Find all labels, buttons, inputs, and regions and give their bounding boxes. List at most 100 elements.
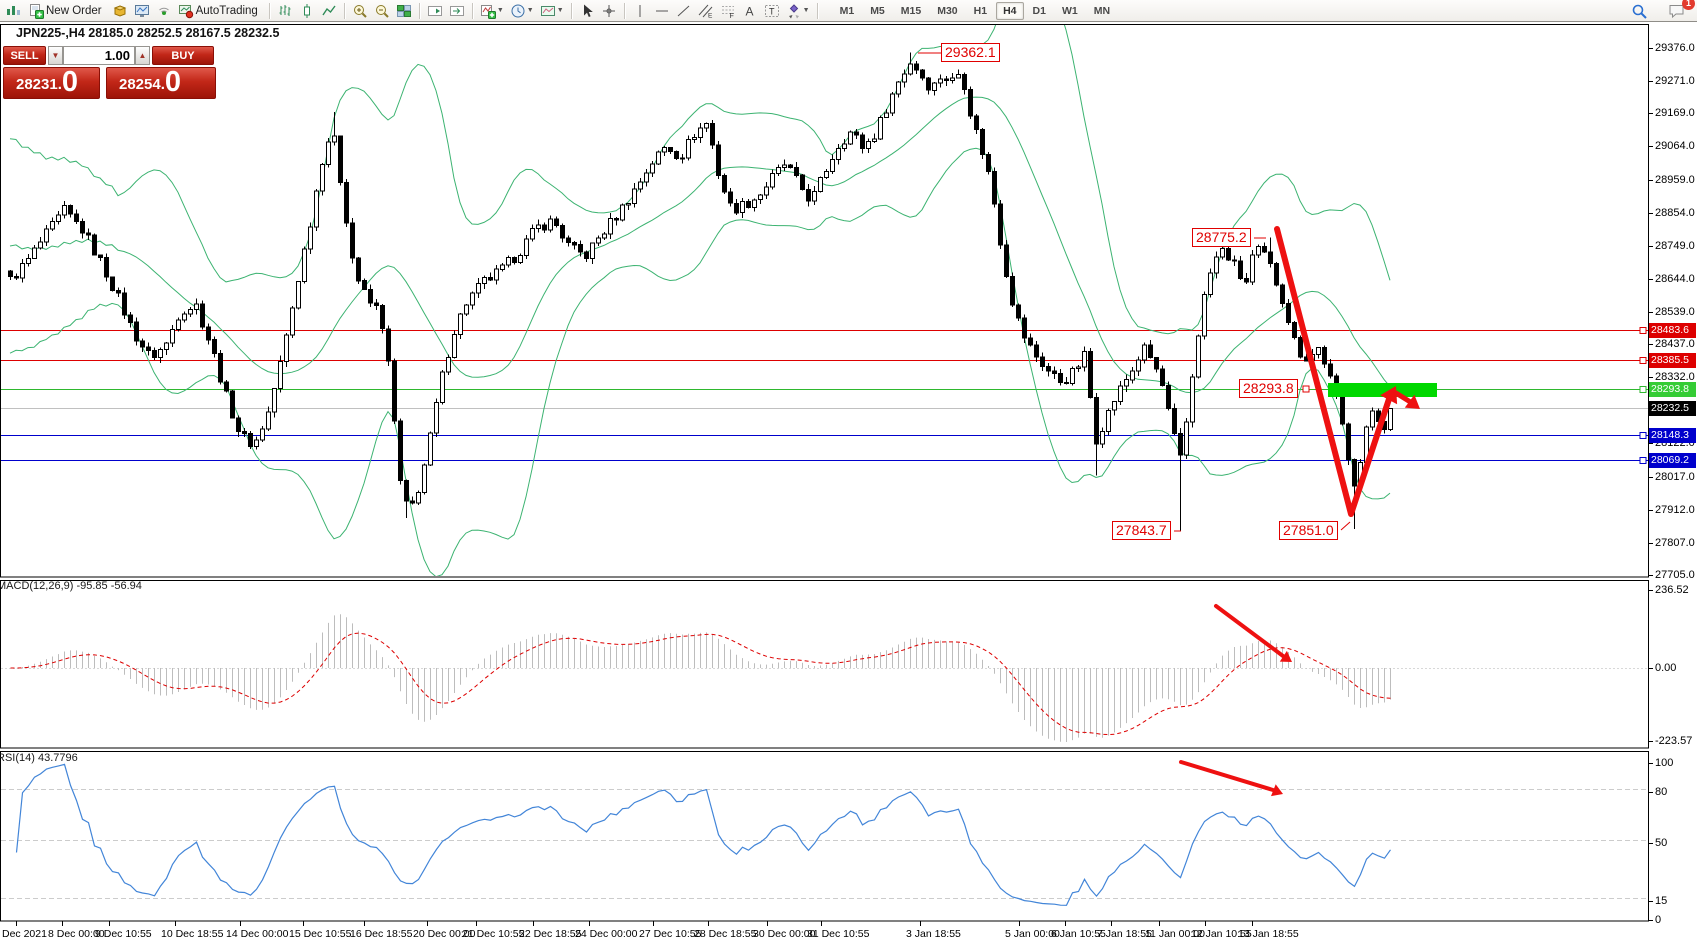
search-icon[interactable] <box>1628 1 1651 21</box>
price-annotation[interactable]: 27851.0 <box>1279 521 1338 540</box>
timeframe-D1[interactable]: D1 <box>1032 4 1046 17</box>
drawn-arrows[interactable] <box>1179 226 1420 797</box>
candle-body <box>908 63 913 75</box>
time-axis-label[interactable]: 27 Dec 10:55 <box>639 928 702 940</box>
volume-decrease-button[interactable]: ▼ <box>48 46 63 65</box>
signals-icon[interactable] <box>153 1 175 21</box>
vertical-line-icon[interactable] <box>629 1 651 21</box>
periods-clock-button[interactable]: ▼ <box>507 1 537 21</box>
chat-icon[interactable]: 1 <box>1665 0 1695 21</box>
timeframe-W1[interactable]: W1 <box>1061 4 1078 17</box>
candle-body <box>158 349 163 359</box>
chevron-down-icon: ▼ <box>526 7 534 14</box>
text-icon[interactable]: A <box>739 1 761 21</box>
channel-icon[interactable]: E <box>695 1 717 21</box>
time-axis-label[interactable]: 13 Jan 18:55 <box>1238 928 1299 940</box>
terminal-icon[interactable] <box>131 1 153 21</box>
price-annotation[interactable]: 28775.2 <box>1192 228 1251 247</box>
horizontal-line-icon[interactable] <box>651 1 673 21</box>
tile-windows-icon[interactable] <box>393 1 415 21</box>
auto-scroll-icon[interactable] <box>424 1 446 21</box>
candle-body <box>1190 376 1195 423</box>
timeframe-M15[interactable]: M15 <box>900 4 922 17</box>
shapes-button[interactable]: ▼ <box>783 1 813 21</box>
chart-shift-icon[interactable] <box>446 1 468 21</box>
toolbar-separator <box>570 2 572 19</box>
timeframe-H4[interactable]: H4 <box>996 1 1024 20</box>
time-axis-label[interactable]: Dec 2021 <box>2 928 47 940</box>
candle-body <box>1208 272 1213 295</box>
timeframe-MN[interactable]: MN <box>1093 4 1111 17</box>
new-order-button[interactable]: New Order <box>25 1 109 21</box>
buy-button[interactable]: BUY <box>152 46 214 65</box>
time-axis-label[interactable]: 28 Dec 18:55 <box>694 928 757 940</box>
time-axis-label[interactable]: 10 Dec 18:55 <box>161 928 224 940</box>
candle-body <box>338 135 343 184</box>
time-axis-label[interactable]: 22 Dec 18:55 <box>519 928 582 940</box>
indicators-button[interactable]: ▼ <box>477 1 507 21</box>
sell-price-panel[interactable]: 28231. 0 <box>3 67 100 99</box>
time-axis-label[interactable]: 7 Jan 18:55 <box>1097 928 1152 940</box>
price-annotation[interactable]: 29362.1 <box>941 43 1000 62</box>
price-axis-label: 29064.0 <box>1655 140 1695 152</box>
candlestick-chart-icon[interactable] <box>296 1 318 21</box>
candle-body <box>1136 359 1141 372</box>
candle-body <box>494 268 499 281</box>
time-axis-label[interactable]: 8 Dec 00:00 <box>48 928 105 940</box>
hline-marker <box>1639 432 1647 439</box>
time-axis-label[interactable]: 31 Dec 10:55 <box>807 928 870 940</box>
candle-body <box>104 256 109 278</box>
autotrading-button[interactable]: AutoTrading <box>175 1 265 21</box>
candle-body <box>374 302 379 307</box>
zoom-out-icon[interactable] <box>371 1 393 21</box>
symbol-chart-icon[interactable] <box>3 1 25 21</box>
candle-body <box>680 157 685 160</box>
text-label-icon[interactable]: T <box>761 1 783 21</box>
candle-body <box>1046 365 1051 372</box>
trendline-icon[interactable] <box>673 1 695 21</box>
timeframe-M1[interactable]: M1 <box>839 4 855 17</box>
buy-price-panel[interactable]: 28254. 0 <box>106 67 216 99</box>
crosshair-icon[interactable] <box>598 1 620 21</box>
price-axis-badge: 28483.6 <box>1649 323 1696 338</box>
time-axis-label[interactable]: 11 Jan 00:00 <box>1145 928 1205 940</box>
candle-body <box>788 164 793 169</box>
time-axis-label[interactable]: 15 Dec 10:55 <box>289 928 352 940</box>
timeframe-H1[interactable]: H1 <box>973 4 988 17</box>
bars-chart-icon[interactable] <box>274 1 296 21</box>
time-axis-label[interactable]: 30 Dec 00:00 <box>753 928 816 940</box>
svg-text:T: T <box>769 6 775 16</box>
fibonacci-icon[interactable]: F <box>717 1 739 21</box>
candle-body <box>446 356 451 373</box>
time-axis-label[interactable]: 5 Jan 00:00 <box>1005 928 1060 940</box>
time-axis-label[interactable]: 14 Dec 00:00 <box>226 928 289 940</box>
templates-button[interactable]: ▼ <box>537 1 567 21</box>
line-chart-icon[interactable] <box>318 1 340 21</box>
candle-body <box>950 77 955 81</box>
sell-button[interactable]: SELL <box>3 46 46 65</box>
time-axis-label[interactable]: 6 Jan 10:55 <box>1051 928 1106 940</box>
time-axis-label[interactable]: 21 Dec 10:55 <box>462 928 525 940</box>
candle-body <box>686 138 691 159</box>
time-axis-label[interactable]: 3 Jan 18:55 <box>906 928 961 940</box>
candle-body <box>1232 259 1237 262</box>
cursor-icon[interactable] <box>576 1 598 21</box>
volume-input[interactable] <box>63 46 135 65</box>
candle-body <box>542 224 547 231</box>
time-axis-label[interactable]: 20 Dec 00:00 <box>413 928 476 940</box>
time-axis-label[interactable]: 16 Dec 18:55 <box>350 928 413 940</box>
time-axis-label[interactable]: 12 Jan 10:55 <box>1191 928 1252 940</box>
timeframe-M30[interactable]: M30 <box>937 4 958 17</box>
candle-body <box>350 222 355 259</box>
time-axis-label[interactable]: 24 Dec 00:00 <box>575 928 638 940</box>
time-axis-label[interactable]: 9 Dec 10:55 <box>95 928 152 940</box>
marketwatch-cube-icon[interactable] <box>109 1 131 21</box>
timeframe-M5[interactable]: M5 <box>870 4 885 17</box>
candle-body <box>1352 458 1357 487</box>
buy-price: 28254 <box>119 76 161 93</box>
volume-increase-button[interactable]: ▲ <box>135 46 150 65</box>
zoom-in-icon[interactable] <box>349 1 371 21</box>
price-annotation[interactable]: 27843.7 <box>1112 521 1171 540</box>
price-annotation[interactable]: 28293.8 <box>1239 379 1298 398</box>
